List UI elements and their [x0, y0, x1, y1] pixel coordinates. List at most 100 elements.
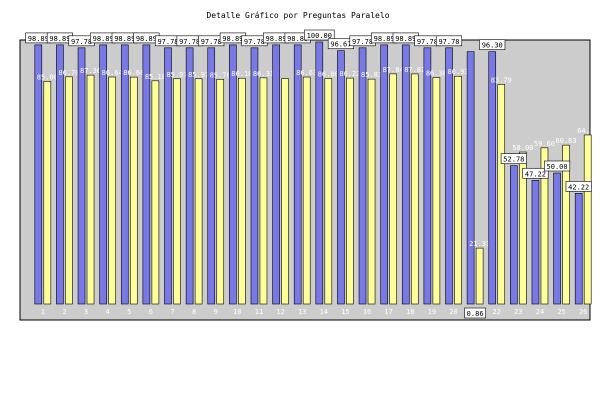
x-tick-label: 8 — [192, 308, 196, 316]
data-label-series2: 86.93 — [447, 68, 468, 76]
bar-series1 — [34, 44, 43, 305]
bar-series2 — [389, 73, 397, 305]
x-tick-label: 5 — [127, 308, 131, 316]
data-label-series1: 52.78 — [503, 156, 524, 164]
y-tick-label: 75 — [11, 105, 19, 113]
bar-series2 — [432, 77, 441, 305]
bar-series1 — [531, 179, 540, 305]
data-label-series2: 64.52 — [577, 127, 598, 135]
x-tick-label: 24 — [536, 308, 544, 316]
bar-series2 — [65, 76, 73, 305]
data-label-series2: 85.18 — [145, 73, 166, 81]
x-tick-label: 22 — [493, 308, 501, 316]
bar-series1 — [466, 51, 475, 305]
x-tick-label: 6 — [149, 308, 153, 316]
y-tick-label: 25 — [11, 236, 19, 244]
bar-series2 — [238, 77, 246, 305]
data-label-series2: 87.36 — [80, 67, 101, 75]
bar-series1 — [99, 44, 107, 305]
bar-series2 — [194, 78, 203, 305]
data-label-series2: 60.63 — [556, 137, 577, 145]
bar-series2 — [151, 80, 160, 305]
bar-series2 — [281, 78, 289, 305]
x-tick-label: 11 — [255, 308, 263, 316]
x-tick-label: 2 — [62, 308, 66, 316]
data-label-series2: 86.31 — [253, 70, 274, 78]
bar-series2 — [302, 76, 311, 305]
bar-series2 — [173, 78, 181, 305]
data-label-series2: 83.79 — [491, 76, 512, 84]
data-label-box — [479, 39, 506, 50]
bar-series1 — [380, 44, 388, 305]
data-label-series1: 100.00 — [307, 32, 332, 40]
data-label-series1: 96.67 — [330, 41, 351, 49]
bar-series2 — [43, 81, 52, 305]
data-label-series1: 98.89 — [222, 35, 243, 43]
bar-series2 — [324, 78, 333, 305]
data-label-box — [435, 35, 463, 47]
data-label-series1: 96.30 — [482, 42, 503, 50]
data-label-series1: 98.89 — [395, 35, 416, 43]
x-tick-label: 18 — [406, 308, 414, 316]
data-label-series1: 97.78 — [244, 38, 265, 46]
data-label-series2: 86.38 — [426, 70, 447, 78]
bar-series1 — [56, 44, 64, 305]
data-label-series2: 86.60 — [123, 69, 144, 77]
bar-series2 — [519, 151, 527, 305]
bar-series1 — [120, 44, 129, 305]
bar-series2 — [86, 74, 95, 305]
bar-series1 — [250, 47, 259, 305]
bar-series1 — [164, 47, 172, 305]
x-tick-label: 25 — [557, 308, 565, 316]
x-tick-label: 7 — [170, 308, 174, 316]
x-tick-label: 3 — [84, 308, 88, 316]
data-label-box — [565, 181, 592, 192]
data-label-series1: 97.78 — [352, 38, 373, 46]
bar-series2 — [346, 77, 354, 305]
data-label-series2: 58.00 — [512, 144, 533, 152]
data-label-series2: 87.82 — [404, 66, 425, 74]
bar-series1 — [293, 44, 302, 305]
data-label-series2: 85.76 — [210, 71, 231, 79]
bar-series1 — [315, 41, 324, 305]
bar-series1 — [574, 193, 583, 305]
data-label-series2: 59.60 — [534, 140, 555, 148]
bar-series2 — [216, 79, 225, 305]
x-tick-label: 1 — [41, 308, 45, 316]
data-label-series1: 98.89 — [49, 35, 70, 43]
bar-series1 — [358, 47, 367, 305]
data-label-series1: 97.78 — [179, 38, 200, 46]
data-label-series2: 86.64 — [102, 69, 123, 77]
data-label-series1: 98.89 — [28, 35, 49, 43]
data-label-box — [500, 153, 527, 165]
extra-data-label: 0.86 — [467, 310, 484, 318]
bar-series2 — [475, 247, 484, 305]
bar-series2 — [108, 76, 116, 305]
data-label-series1: 98.89 — [266, 35, 287, 43]
y-tick-label: 50 — [11, 170, 19, 178]
data-label-box — [522, 167, 549, 179]
data-label-series2: 86.70 — [58, 69, 79, 77]
data-label-series1: 50.00 — [547, 163, 568, 171]
data-label-series2: 21.33 — [469, 240, 490, 248]
data-label-series1: 42.22 — [568, 183, 589, 191]
x-tick-label: 13 — [298, 308, 306, 316]
data-label-series2: 87.84 — [383, 66, 404, 74]
bar-series2 — [497, 84, 506, 305]
bar-series1 — [445, 47, 453, 305]
bar-series2 — [454, 75, 462, 305]
data-label-series2: 86.18 — [231, 70, 252, 78]
bar-series1 — [77, 47, 86, 305]
data-label-series1: 47.22 — [525, 170, 546, 178]
bar-series1 — [510, 165, 518, 305]
extra-label-box — [464, 307, 487, 319]
data-label-box — [544, 160, 571, 172]
x-tick-label: 4 — [106, 308, 110, 316]
bar-series1 — [553, 172, 561, 305]
chart-title: Detalle Gráfico por Preguntas Paralelo — [206, 11, 389, 20]
x-tick-label: 15 — [341, 308, 349, 316]
data-label-box — [304, 29, 335, 41]
x-tick-label: 23 — [514, 308, 522, 316]
data-label-series2: 85.83 — [361, 71, 382, 79]
